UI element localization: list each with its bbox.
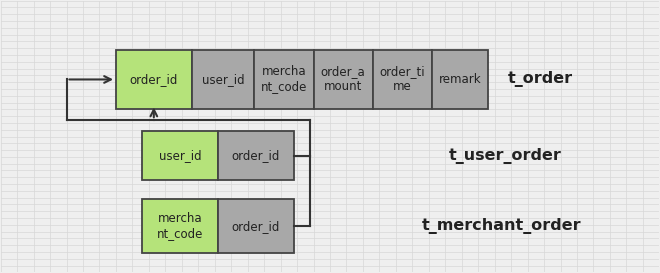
Text: mercha
nt_code: mercha nt_code [157,212,203,240]
Text: t_user_order: t_user_order [449,147,562,164]
Text: user_id: user_id [202,73,244,86]
Text: order_id: order_id [232,220,280,233]
Bar [218,131,294,180]
Text: order_id: order_id [129,73,178,86]
Text: mercha
nt_code: mercha nt_code [261,66,307,93]
Bar [254,50,314,109]
Text: remark: remark [439,73,481,86]
Bar [143,199,218,253]
Bar [314,50,373,109]
Bar [432,50,488,109]
Bar [116,50,191,109]
Text: order_ti
me: order_ti me [379,66,425,93]
Text: order_id: order_id [232,149,280,162]
Bar [143,131,218,180]
Text: t_order: t_order [508,72,573,87]
Bar [218,199,294,253]
Bar [191,50,254,109]
Text: order_a
mount: order_a mount [321,66,366,93]
Text: user_id: user_id [159,149,201,162]
Text: t_merchant_order: t_merchant_order [422,218,582,234]
Bar [373,50,432,109]
